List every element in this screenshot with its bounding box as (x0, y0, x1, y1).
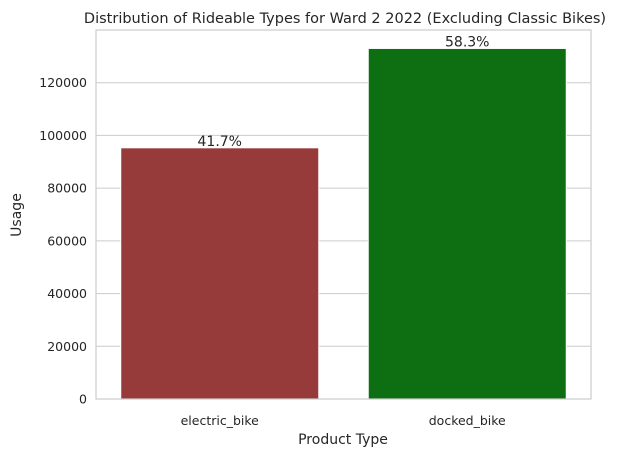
bar-data-label: 58.3% (445, 34, 489, 50)
bar-docked-bike (367, 47, 567, 400)
bar-electric-bike (120, 147, 320, 400)
y-tick-label: 40000 (47, 286, 87, 301)
data-labels: 41.7% 58.3% (198, 34, 490, 149)
y-tick-label: 80000 (47, 181, 87, 196)
x-axis-label: Product Type (298, 432, 388, 448)
y-tick-label: 60000 (47, 233, 87, 248)
bar-data-label: 41.7% (198, 134, 242, 150)
y-axis-ticks: 0 20000 40000 60000 80000 100000 120000 (39, 75, 87, 406)
chart-title: Distribution of Rideable Types for Ward … (84, 11, 606, 27)
y-axis-label: Usage (9, 193, 25, 237)
y-tick-label: 120000 (39, 75, 87, 90)
y-tick-label: 20000 (47, 339, 87, 354)
y-tick-label: 0 (79, 392, 87, 407)
plot-frame (95, 29, 592, 400)
x-tick-label: electric_bike (181, 413, 260, 428)
x-tick-label: docked_bike (429, 413, 506, 428)
bars (120, 47, 567, 400)
x-axis-ticks: electric_bike docked_bike (181, 413, 506, 428)
y-tick-label: 100000 (39, 128, 87, 143)
